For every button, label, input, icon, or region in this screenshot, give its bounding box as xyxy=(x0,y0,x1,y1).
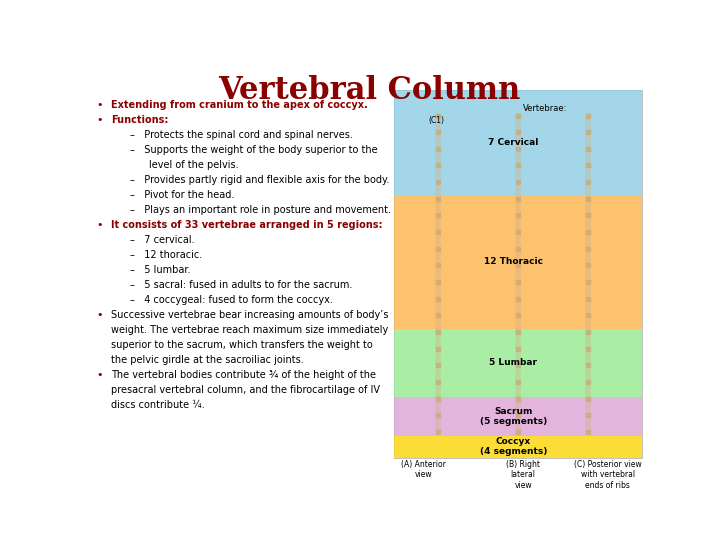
Text: •: • xyxy=(96,369,103,380)
Text: •: • xyxy=(96,115,103,125)
Text: Coccyx
(4 segments): Coccyx (4 segments) xyxy=(480,437,547,456)
Text: 5 Lumbar: 5 Lumbar xyxy=(490,359,537,368)
Text: It consists of 33 vertebrae arranged in 5 regions:: It consists of 33 vertebrae arranged in … xyxy=(111,220,383,230)
Text: (C1): (C1) xyxy=(429,116,445,125)
Text: Successive vertebrae bear increasing amounts of body’s: Successive vertebrae bear increasing amo… xyxy=(111,310,389,320)
Bar xyxy=(394,90,642,194)
Text: –   5 lumbar.: – 5 lumbar. xyxy=(130,265,191,275)
Text: 12 Thoracic: 12 Thoracic xyxy=(484,257,543,266)
Bar xyxy=(394,397,642,436)
Text: –   Pivot for the head.: – Pivot for the head. xyxy=(130,190,235,200)
Text: •: • xyxy=(96,220,103,230)
Text: weight. The vertebrae reach maximum size immediately: weight. The vertebrae reach maximum size… xyxy=(111,325,389,335)
Text: Extending from cranium to the apex of coccyx.: Extending from cranium to the apex of co… xyxy=(111,100,368,110)
Bar xyxy=(394,90,642,458)
Text: •: • xyxy=(96,310,103,320)
Text: •: • xyxy=(96,100,103,110)
Text: –   12 thoracic.: – 12 thoracic. xyxy=(130,250,202,260)
Bar xyxy=(394,194,642,329)
Text: discs contribute ¼.: discs contribute ¼. xyxy=(111,400,205,409)
Text: –   Plays an important role in posture and movement.: – Plays an important role in posture and… xyxy=(130,205,391,215)
Text: Sacrum
(5 segments): Sacrum (5 segments) xyxy=(480,407,547,426)
Text: Vertebral Column: Vertebral Column xyxy=(218,75,520,106)
Text: (A) Anterior
view: (A) Anterior view xyxy=(402,460,446,479)
Text: (C) Posterior view
with vertebral
ends of ribs: (C) Posterior view with vertebral ends o… xyxy=(574,460,642,490)
Text: –   5 sacral: fused in adults to for the sacrum.: – 5 sacral: fused in adults to for the s… xyxy=(130,280,353,290)
Text: Vertebrae:: Vertebrae: xyxy=(523,104,567,113)
Bar xyxy=(394,329,642,397)
Text: –   7 cervical.: – 7 cervical. xyxy=(130,235,195,245)
Bar xyxy=(394,436,642,458)
Text: (B) Right
lateral
view: (B) Right lateral view xyxy=(506,460,540,490)
Text: –   Protects the spinal cord and spinal nerves.: – Protects the spinal cord and spinal ne… xyxy=(130,130,353,140)
Text: The vertebral bodies contribute ¾ of the height of the: The vertebral bodies contribute ¾ of the… xyxy=(111,369,377,380)
Text: –   Supports the weight of the body superior to the: – Supports the weight of the body superi… xyxy=(130,145,378,155)
Text: –   4 coccygeal: fused to form the coccyx.: – 4 coccygeal: fused to form the coccyx. xyxy=(130,295,333,305)
Text: presacral vertebral column, and the fibrocartilage of IV: presacral vertebral column, and the fibr… xyxy=(111,384,380,395)
Text: level of the pelvis.: level of the pelvis. xyxy=(148,160,238,170)
Text: superior to the sacrum, which transfers the weight to: superior to the sacrum, which transfers … xyxy=(111,340,373,349)
Text: –   Provides partly rigid and flexible axis for the body.: – Provides partly rigid and flexible axi… xyxy=(130,175,390,185)
Text: the pelvic girdle at the sacroiliac joints.: the pelvic girdle at the sacroiliac join… xyxy=(111,355,304,365)
Text: 7 Cervical: 7 Cervical xyxy=(488,138,539,147)
Text: Functions:: Functions: xyxy=(111,115,168,125)
